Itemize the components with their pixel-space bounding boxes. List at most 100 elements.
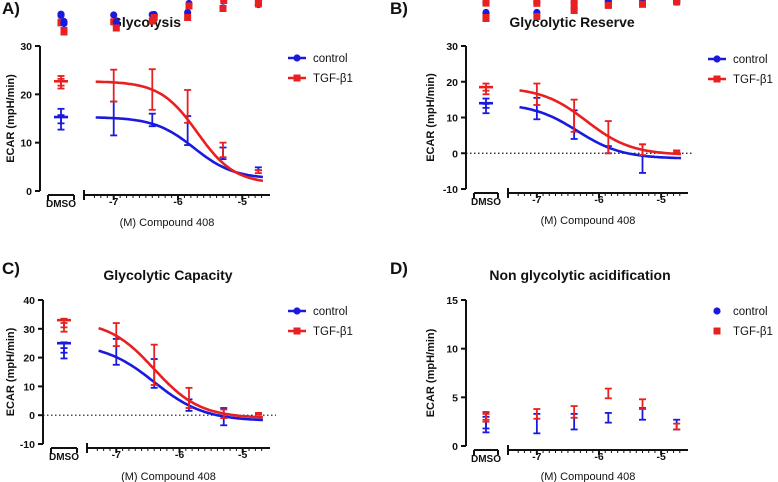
- data-point: [604, 1, 612, 9]
- data-point: [255, 0, 263, 4]
- x-tick-label-dmso: DMSO: [46, 199, 76, 210]
- x-tick-label: -7: [532, 194, 541, 206]
- chart-title: Glycolytic Reserve: [509, 14, 635, 30]
- y-tick-label: 30: [446, 41, 458, 53]
- dmso-point: [482, 15, 490, 22]
- legend-marker: [293, 327, 301, 335]
- y-axis-label: ECAR (mpH/min): [5, 74, 17, 163]
- x-axis-label: (M) Compound 408: [120, 217, 215, 229]
- x-axis-label: (M) Compound 408: [121, 471, 216, 482]
- x-axis-label: (M) Compound 408: [541, 471, 636, 482]
- chart-title: Glycolysis: [111, 14, 181, 30]
- y-tick-label: 0: [26, 186, 32, 198]
- y-tick-label: 0: [29, 410, 35, 422]
- y-tick-label: 10: [23, 381, 35, 393]
- dmso-point: [60, 19, 68, 28]
- series-tgf-beta1: TGF-β1: [479, 0, 773, 156]
- fit-curve: [98, 326, 263, 419]
- x-tick-label-dmso: DMSO: [49, 452, 79, 463]
- data-point: [184, 14, 192, 21]
- data-point: [112, 18, 120, 26]
- x-tick-label: -7: [109, 196, 118, 208]
- y-axis-label: ECAR (mpH/min): [5, 327, 17, 416]
- data-point: [112, 24, 120, 32]
- chart-panel-c: C) Glycolytic Capacity -10 0 10 20 30 40 ECAR (m…: [2, 0, 353, 482]
- fit-curve: [519, 105, 682, 160]
- series-tgf-beta1: TGF-β1: [57, 0, 353, 419]
- x-axis-label: (M) Compound 408: [541, 215, 636, 227]
- y-tick-label: 10: [446, 344, 458, 356]
- x-tick-label: -6: [175, 449, 184, 461]
- x-tick-label: -6: [594, 451, 603, 463]
- legend-marker: [713, 307, 721, 315]
- x-tick-label: -5: [656, 194, 665, 206]
- legend-marker: [713, 75, 721, 83]
- y-tick-label: 30: [23, 324, 35, 336]
- x-tick-label: -5: [238, 449, 247, 461]
- data-point: [639, 0, 646, 8]
- legend-label: control: [733, 306, 768, 318]
- chart-panel-a: A) Glycolysis 0 10 20 30 ECAR (mpH/min) DMSO -7 -…: [2, 0, 353, 229]
- data-point: [220, 0, 228, 4]
- x-tick-label: -7: [112, 449, 121, 461]
- y-tick-label: -10: [443, 184, 458, 196]
- legend-marker: [293, 307, 301, 315]
- legend-marker: [293, 54, 301, 62]
- data-point: [570, 7, 578, 14]
- panel-letter: C): [2, 259, 20, 278]
- data-point: [533, 0, 541, 7]
- data-point: [570, 0, 578, 7]
- dmso-point: [57, 11, 65, 20]
- chart-title: Non glycolytic acidification: [489, 267, 670, 283]
- fit-curve: [519, 89, 682, 156]
- dmso-point: [60, 28, 68, 36]
- series-tgf-beta1: TGF-β1: [54, 0, 353, 183]
- data-point: [533, 13, 541, 20]
- y-tick-label: 0: [452, 148, 458, 160]
- chart-panel-d: D) Non glycolytic acidification 0 5 10 15 ECAR…: [390, 0, 773, 482]
- legend-label: TGF-β1: [733, 326, 773, 338]
- y-tick-label: -10: [20, 439, 35, 451]
- data-point: [150, 14, 158, 21]
- chart-title: Glycolytic Capacity: [103, 267, 232, 283]
- panel-letter: A): [2, 0, 20, 18]
- x-tick-label: -5: [238, 196, 247, 208]
- data-point: [673, 0, 681, 6]
- y-tick-label: 20: [446, 77, 458, 89]
- legend-label: TGF-β1: [313, 326, 353, 338]
- y-axis-label: ECAR (mpH/min): [425, 328, 437, 417]
- legend-marker: [713, 327, 721, 335]
- y-tick-label: 10: [446, 113, 458, 125]
- chart-panel-b: B) Glycolytic Reserve -10 0 10 20 30 ECAR (mpH/…: [390, 0, 773, 227]
- fit-curve: [95, 116, 264, 179]
- x-tick-label: -6: [594, 194, 603, 206]
- fit-curve: [98, 349, 263, 422]
- y-tick-label: 30: [20, 41, 32, 53]
- x-tick-label-dmso: DMSO: [471, 197, 501, 208]
- data-point: [219, 5, 227, 12]
- x-tick-label-dmso: DMSO: [471, 454, 501, 465]
- data-point: [110, 11, 118, 19]
- fit-curve: [95, 80, 264, 183]
- legend-label: control: [313, 306, 348, 318]
- y-tick-label: 40: [23, 295, 35, 307]
- legend-label: TGF-β1: [733, 74, 773, 86]
- y-tick-label: 15: [446, 295, 458, 307]
- y-tick-label: 20: [20, 89, 32, 101]
- data-point: [185, 2, 193, 10]
- series-tgf-beta1: TGF-β1: [482, 0, 773, 431]
- x-tick-label: -6: [173, 196, 182, 208]
- x-tick-label: -7: [532, 451, 541, 463]
- panel-letter: B): [390, 0, 408, 18]
- series-control: control: [54, 1, 348, 179]
- x-tick-label: -5: [656, 451, 665, 463]
- legend-label: TGF-β1: [313, 73, 353, 85]
- legend-label: control: [313, 53, 348, 65]
- y-tick-label: 10: [20, 138, 32, 150]
- y-axis-label: ECAR (mpH/min): [425, 73, 437, 162]
- dmso-point: [482, 0, 490, 7]
- y-tick-label: 0: [452, 441, 458, 453]
- panel-letter: D): [390, 259, 408, 278]
- legend-marker: [713, 55, 721, 63]
